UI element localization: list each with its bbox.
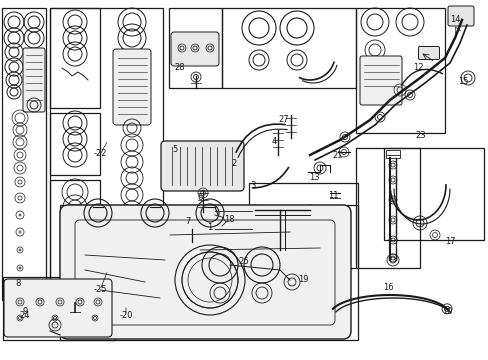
Bar: [385, 150, 399, 158]
Text: 6: 6: [197, 193, 202, 202]
Bar: [169, 8, 222, 88]
Text: 18: 18: [223, 216, 234, 225]
FancyBboxPatch shape: [113, 49, 151, 125]
FancyBboxPatch shape: [359, 56, 401, 105]
Bar: [50, 180, 100, 305]
Text: 17: 17: [444, 238, 454, 247]
Text: 13: 13: [308, 172, 319, 181]
Bar: [355, 148, 419, 268]
Text: 5: 5: [172, 144, 177, 153]
Text: 28: 28: [174, 63, 185, 72]
Bar: [355, 8, 444, 133]
Bar: [383, 148, 483, 240]
Text: -20: -20: [119, 311, 132, 320]
FancyBboxPatch shape: [171, 32, 219, 66]
Text: 23: 23: [415, 130, 426, 139]
FancyBboxPatch shape: [418, 46, 439, 59]
Bar: [2, 8, 46, 300]
Text: 1: 1: [207, 224, 212, 233]
Text: 7: 7: [185, 217, 190, 226]
Text: 16: 16: [382, 283, 392, 292]
Text: 15: 15: [457, 77, 468, 86]
Text: 12: 12: [412, 63, 423, 72]
Text: 24: 24: [20, 311, 30, 320]
Bar: [248, 183, 357, 268]
Text: 19: 19: [297, 275, 307, 284]
Text: 9: 9: [22, 306, 27, 315]
Bar: [60, 205, 357, 340]
Text: 2: 2: [231, 158, 236, 167]
Text: 27: 27: [278, 116, 289, 125]
FancyBboxPatch shape: [161, 141, 244, 191]
FancyBboxPatch shape: [447, 6, 473, 26]
Bar: [50, 8, 163, 305]
Text: 10: 10: [441, 307, 451, 316]
Bar: [191, 243, 293, 310]
FancyBboxPatch shape: [60, 205, 350, 339]
Text: 21: 21: [332, 152, 343, 161]
Bar: [50, 8, 100, 108]
Text: 3: 3: [250, 180, 255, 189]
Bar: [50, 113, 100, 175]
Text: 8: 8: [15, 279, 20, 288]
FancyBboxPatch shape: [4, 279, 112, 337]
Text: 11: 11: [327, 192, 338, 201]
Bar: [3, 277, 115, 340]
Text: -25: -25: [93, 284, 106, 293]
Text: 4: 4: [271, 138, 276, 147]
Bar: [222, 8, 355, 88]
Text: -22: -22: [93, 148, 106, 158]
Text: 14: 14: [449, 14, 459, 23]
FancyBboxPatch shape: [23, 48, 45, 112]
Text: 26: 26: [238, 256, 249, 266]
